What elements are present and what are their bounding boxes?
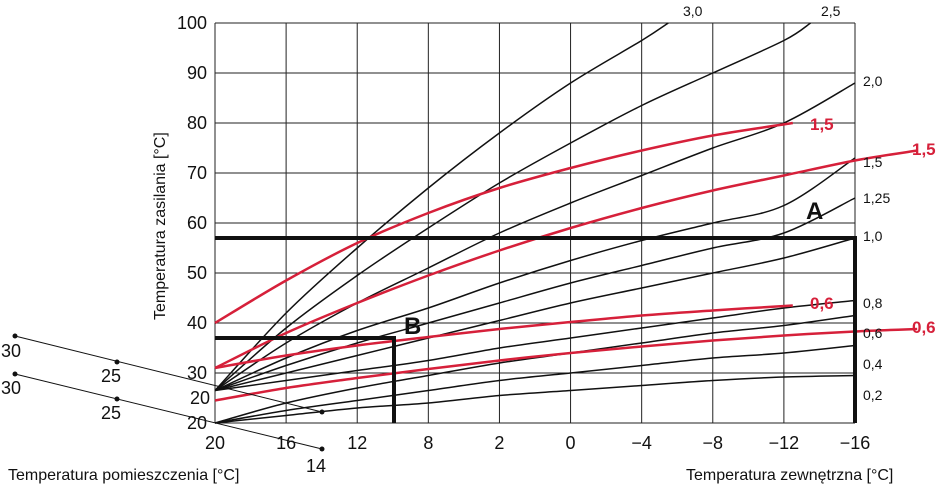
heating-curve-line xyxy=(214,22,669,392)
y-axis-title: Temperatura zasilania [°C] xyxy=(152,132,169,320)
heating-curves xyxy=(214,22,918,424)
x-axis-title: Temperatura zewnętrzna [°C] xyxy=(686,467,893,484)
red-heating-curve-line xyxy=(214,121,793,325)
curve-label: 2,0 xyxy=(863,73,883,89)
curve-label: 1,0 xyxy=(863,228,883,244)
marker-a: A xyxy=(806,198,823,225)
y-tick-label: 20 xyxy=(187,413,207,433)
red-heating-curve-line xyxy=(214,304,793,370)
room-axis-upper xyxy=(14,335,323,413)
red-curve-label: 0,6 xyxy=(912,318,936,337)
red-heating-curve-line xyxy=(214,149,918,370)
curve-label: 3,0 xyxy=(683,3,703,19)
heating-curve-line xyxy=(214,22,812,392)
curve-label: 0,2 xyxy=(863,387,883,403)
red-curve-label: 1,5 xyxy=(912,140,936,159)
heating-curve-line xyxy=(214,237,856,392)
example-frames xyxy=(215,236,857,423)
frame-a xyxy=(215,236,857,423)
heating-curve-line xyxy=(214,197,856,392)
x-tick-labels: 20 16 12 8 2 0 −4 −8 −12 −16 xyxy=(205,433,870,453)
room-label: 20 xyxy=(190,388,210,408)
y-tick-label: 40 xyxy=(187,313,207,333)
heating-curve-line xyxy=(214,157,856,392)
room-dot xyxy=(12,371,18,377)
x-tick-label: −8 xyxy=(703,433,724,453)
heating-curve-line xyxy=(214,82,856,392)
frame-b xyxy=(215,336,396,423)
heating-curve-line xyxy=(214,299,856,392)
y-tick-labels: 100 90 80 70 60 50 40 30 20 xyxy=(177,13,207,433)
room-axis-title: Temperatura pomieszczenia [°C] xyxy=(8,467,239,484)
curve-labels: 3,0 2,5 2,0 1,5 1,25 1,0 0,8 0,6 0,4 0,2 1,5 1,5 0,6… xyxy=(683,3,936,403)
x-tick-label: −16 xyxy=(840,433,871,453)
heating-curve-line xyxy=(214,374,856,424)
marker-b: B xyxy=(404,313,421,340)
room-axis-lower xyxy=(14,373,323,450)
heating-curve-line xyxy=(214,344,856,424)
y-tick-label: 60 xyxy=(187,213,207,233)
room-label: 30 xyxy=(1,341,21,361)
room-dot xyxy=(319,409,325,415)
y-tick-label: 90 xyxy=(187,63,207,83)
curve-label: 1,5 xyxy=(863,154,883,170)
room-label: 14 xyxy=(306,456,326,476)
x-tick-label: 0 xyxy=(566,433,576,453)
x-tick-label: 8 xyxy=(423,433,433,453)
room-label: 30 xyxy=(1,378,21,398)
curve-label: 0,4 xyxy=(863,356,883,372)
grid xyxy=(214,22,856,424)
room-temperature-scale xyxy=(12,333,325,452)
x-tick-label: 20 xyxy=(205,433,225,453)
room-dot xyxy=(114,396,120,402)
curve-label: 0,6 xyxy=(863,325,883,341)
red-curve-label: 0,6 xyxy=(810,294,834,313)
y-tick-label: 80 xyxy=(187,113,207,133)
x-tick-label: 16 xyxy=(276,433,296,453)
room-dot xyxy=(319,446,325,452)
room-dot xyxy=(12,333,18,339)
curve-label: 0,8 xyxy=(863,295,883,311)
x-tick-label: 12 xyxy=(347,433,367,453)
curve-label: 1,25 xyxy=(863,190,890,206)
curve-label: 2,5 xyxy=(821,3,841,19)
y-tick-label: 70 xyxy=(187,163,207,183)
room-label: 25 xyxy=(101,366,121,386)
red-heating-curve-line xyxy=(214,327,918,402)
y-tick-label: 100 xyxy=(177,13,207,33)
room-dot xyxy=(114,359,120,365)
y-tick-label: 50 xyxy=(187,263,207,283)
x-tick-label: −4 xyxy=(631,433,652,453)
room-label: 25 xyxy=(101,403,121,423)
y-tick-label: 30 xyxy=(187,363,207,383)
x-tick-label: 2 xyxy=(494,433,504,453)
red-curve-label: 1,5 xyxy=(810,115,834,134)
x-tick-label: −12 xyxy=(769,433,800,453)
